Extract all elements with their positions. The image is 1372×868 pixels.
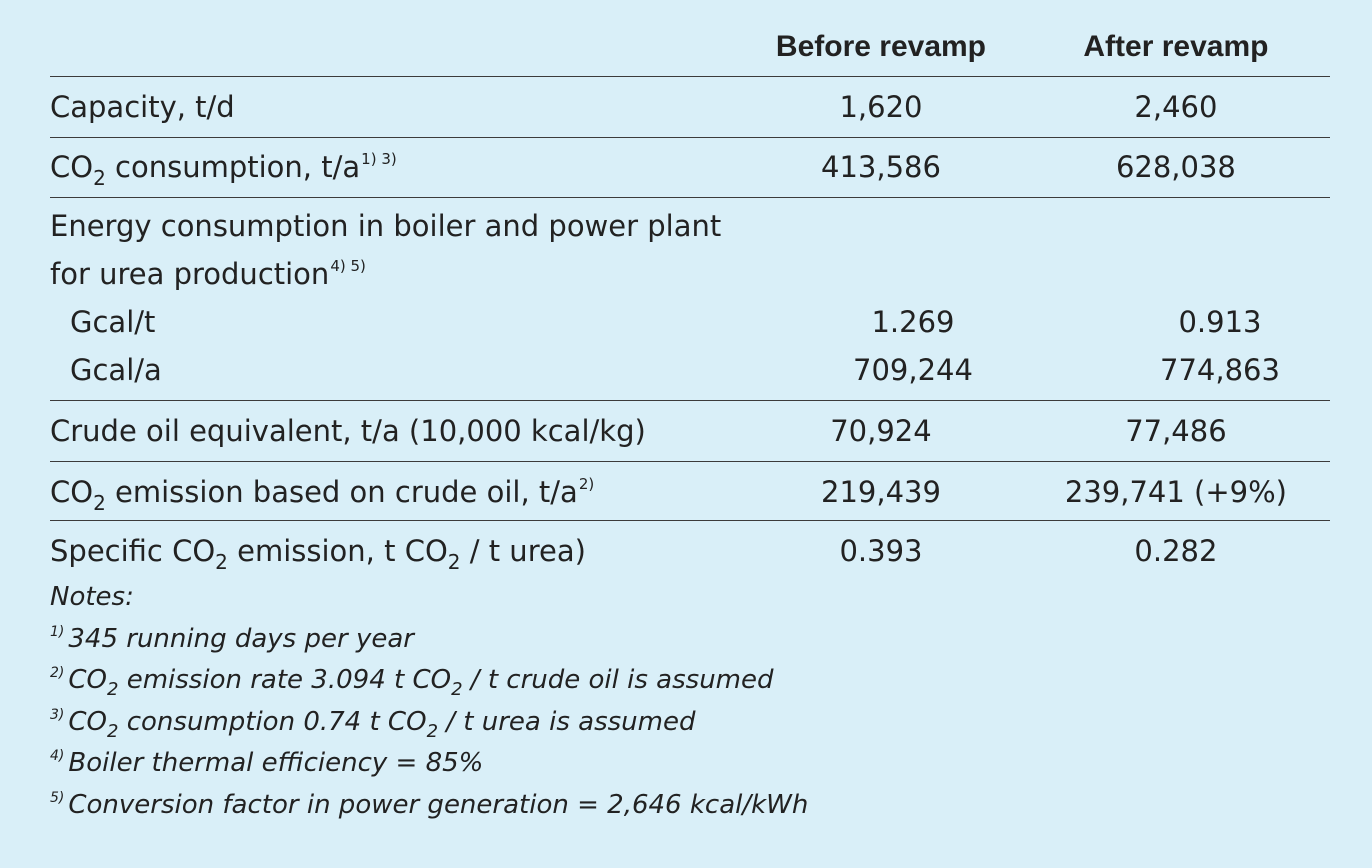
note-marker: 3) [50, 706, 65, 723]
row-capacity: Capacity, t/d 1,620 2,460 [50, 77, 1330, 138]
header-after-revamp: After revamp [1083, 30, 1269, 63]
label-text: emission, t CO [227, 534, 448, 568]
note-marker: 1) [50, 623, 65, 640]
subscript: 2 [93, 491, 106, 515]
label-text: emission based on crude oil, t/a [105, 475, 578, 509]
note-text: CO [68, 706, 107, 737]
row-label: Energy consumption in boiler and power p… [50, 209, 722, 243]
footnote-ref: 1) 3) [361, 150, 397, 168]
row-label: CO2 consumption, t/a1) 3) [50, 149, 724, 188]
value-before: 1,620 [839, 90, 923, 124]
note-text: 345 running days per year [68, 623, 414, 654]
row-label: Gcal/a [70, 353, 162, 387]
note-4: 4) Boiler thermal efficiency = 85% [50, 743, 1330, 785]
note-2: 2) CO2 emission rate 3.094 t CO2 / t crud… [50, 660, 1330, 702]
subscript: 2 [215, 550, 228, 574]
value-after: 628,038 [1115, 150, 1236, 184]
note-text: consumption 0.74 t CO [118, 706, 427, 737]
subscript: 2 [107, 679, 119, 700]
note-text: Boiler thermal efficiency = 85% [68, 748, 484, 778]
label-text: / t urea) [460, 534, 586, 568]
row-energy-consumption: Energy consumption in boiler and power p… [50, 198, 1330, 401]
note-1: 1) 345 running days per year [50, 619, 1330, 661]
note-marker: 5) [50, 789, 65, 806]
value-after: 0.913 [1178, 305, 1262, 339]
row-label: Specific CO2 emission, t CO2 / t urea) [50, 533, 724, 572]
energy-label-line2: for urea production4) 5) [50, 256, 750, 304]
label-text: for urea production [50, 257, 330, 291]
value-before: 1.269 [871, 305, 955, 339]
notes-title: Notes: [50, 582, 134, 612]
note-text: emission rate 3.094 t CO [118, 665, 452, 695]
row-co2-consumption: CO2 consumption, t/a1) 3) 413,586 628,03… [50, 138, 1330, 198]
subscript: 2 [451, 679, 463, 700]
subscript: 2 [93, 166, 106, 190]
row-co2-emission: CO2 emission based on crude oil, t/a2) 2… [50, 462, 1330, 521]
value-after: 0.282 [1134, 534, 1218, 568]
label-text: Specific CO [50, 534, 216, 568]
footnote-ref: 4) 5) [330, 257, 366, 275]
value-after: 77,486 [1125, 414, 1227, 448]
row-label: Crude oil equivalent, t/a (10,000 kcal/k… [50, 414, 646, 448]
label-text: CO [50, 150, 94, 184]
value-before: 0.393 [839, 534, 923, 568]
row-label: CO2 emission based on crude oil, t/a2) [50, 474, 724, 513]
label-text: CO [50, 475, 94, 509]
subscript: 2 [426, 720, 439, 742]
value-after: 774,863 [1160, 353, 1280, 387]
value-before: 413,586 [821, 150, 941, 184]
value-after: 2,460 [1134, 90, 1218, 124]
row-label: Gcal/t [70, 305, 156, 339]
note-5: 5) Conversion factor in power generation … [50, 785, 1330, 827]
note-marker: 4) [50, 748, 65, 764]
row-label: Capacity, t/d [50, 90, 235, 124]
note-text: CO [68, 665, 107, 695]
data-table: Before revamp After revamp Capacity, t/d… [50, 18, 1330, 826]
energy-label-line1: Energy consumption in boiler and power p… [50, 208, 750, 256]
notes-section: Notes: 1) 345 running days per year 2) CO2… [50, 577, 1330, 826]
row-specific-emission: Specific CO2 emission, t CO2 / t urea) 0… [50, 521, 1330, 575]
header-row: Before revamp After revamp [50, 18, 1330, 77]
value-before: 219,439 [821, 475, 941, 509]
note-text: / t urea is assumed [438, 706, 696, 737]
subscript: 2 [447, 550, 461, 574]
value-before: 70,924 [830, 414, 932, 448]
value-after: 239,741 (+9%) [1064, 475, 1287, 509]
note-3: 3) CO2 consumption 0.74 t CO2 / t urea is… [50, 702, 1330, 744]
header-before-revamp: Before revamp [775, 30, 987, 63]
value-before: 709,244 [853, 353, 973, 387]
label-text: consumption, t/a [105, 150, 361, 184]
footnote-ref: 2) [578, 475, 595, 493]
row-crude-oil: Crude oil equivalent, t/a (10,000 kcal/k… [50, 401, 1330, 462]
row-gcal-per-t: Gcal/t 1.269 0.913 [50, 304, 1372, 352]
note-marker: 2) [50, 665, 65, 681]
note-text: Conversion factor in power generation = … [68, 789, 809, 820]
subscript: 2 [107, 720, 119, 742]
note-text: / t crude oil is assumed [462, 665, 774, 695]
row-label: for urea production4) 5) [50, 256, 750, 304]
row-gcal-per-a: Gcal/a 709,244 774,863 [50, 352, 1372, 400]
